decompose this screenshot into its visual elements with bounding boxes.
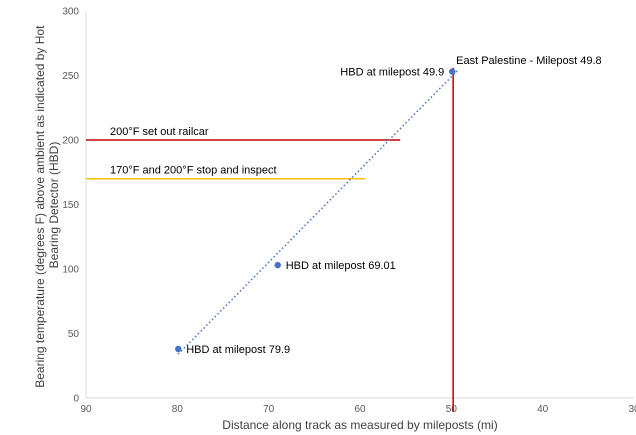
x-tick-label: 90 bbox=[80, 404, 92, 415]
data-point-label: HBD at milepost 79.9 bbox=[186, 344, 290, 356]
y-tick-label: 200 bbox=[62, 136, 79, 147]
y-tick-label: 150 bbox=[62, 200, 79, 211]
y-axis-title: Bearing temperature (degrees F) above am… bbox=[33, 22, 61, 388]
trendline-line bbox=[177, 69, 459, 355]
reference-lines bbox=[86, 67, 454, 412]
y-tick-label: 50 bbox=[68, 329, 80, 340]
x-axis-title: Distance along track as measured by mile… bbox=[222, 418, 497, 432]
data-points bbox=[175, 68, 456, 353]
annotation-labels: 200°F set out railcar 170°F and 200°F sto… bbox=[110, 55, 602, 356]
data-point-label: HBD at milepost 69.01 bbox=[286, 260, 396, 272]
y-tick-label: 300 bbox=[62, 7, 79, 18]
threshold-label: 200°F set out railcar bbox=[110, 126, 209, 138]
data-point-label: HBD at milepost 49.9 bbox=[340, 67, 444, 79]
x-tick-label: 40 bbox=[537, 404, 549, 415]
y-axis-title-line-2: Bearing Detector (HBD) bbox=[47, 142, 61, 269]
data-point bbox=[274, 261, 281, 269]
y-tick-label: 250 bbox=[62, 71, 79, 82]
y-tick-label: 0 bbox=[73, 394, 79, 405]
vertical-marker-label: East Palestine - Milepost 49.8 bbox=[456, 55, 602, 67]
x-tick-label: 30 bbox=[628, 404, 636, 415]
threshold-label: 170°F and 200°F stop and inspect bbox=[110, 165, 277, 177]
trendline bbox=[177, 69, 459, 355]
y-tick-label: 100 bbox=[62, 265, 79, 276]
x-tick-label: 60 bbox=[354, 404, 366, 415]
axes: 0 50 100 150 200 250 300 90 80 70 60 50 40 30 bbox=[62, 7, 636, 416]
x-tick-label: 80 bbox=[172, 404, 184, 415]
x-tick-label: 70 bbox=[263, 404, 275, 415]
data-point bbox=[175, 345, 182, 353]
x-tick-label: 50 bbox=[446, 404, 458, 415]
y-axis-title-line-1: Bearing temperature (degrees F) above am… bbox=[33, 25, 47, 388]
data-point bbox=[449, 68, 456, 75]
